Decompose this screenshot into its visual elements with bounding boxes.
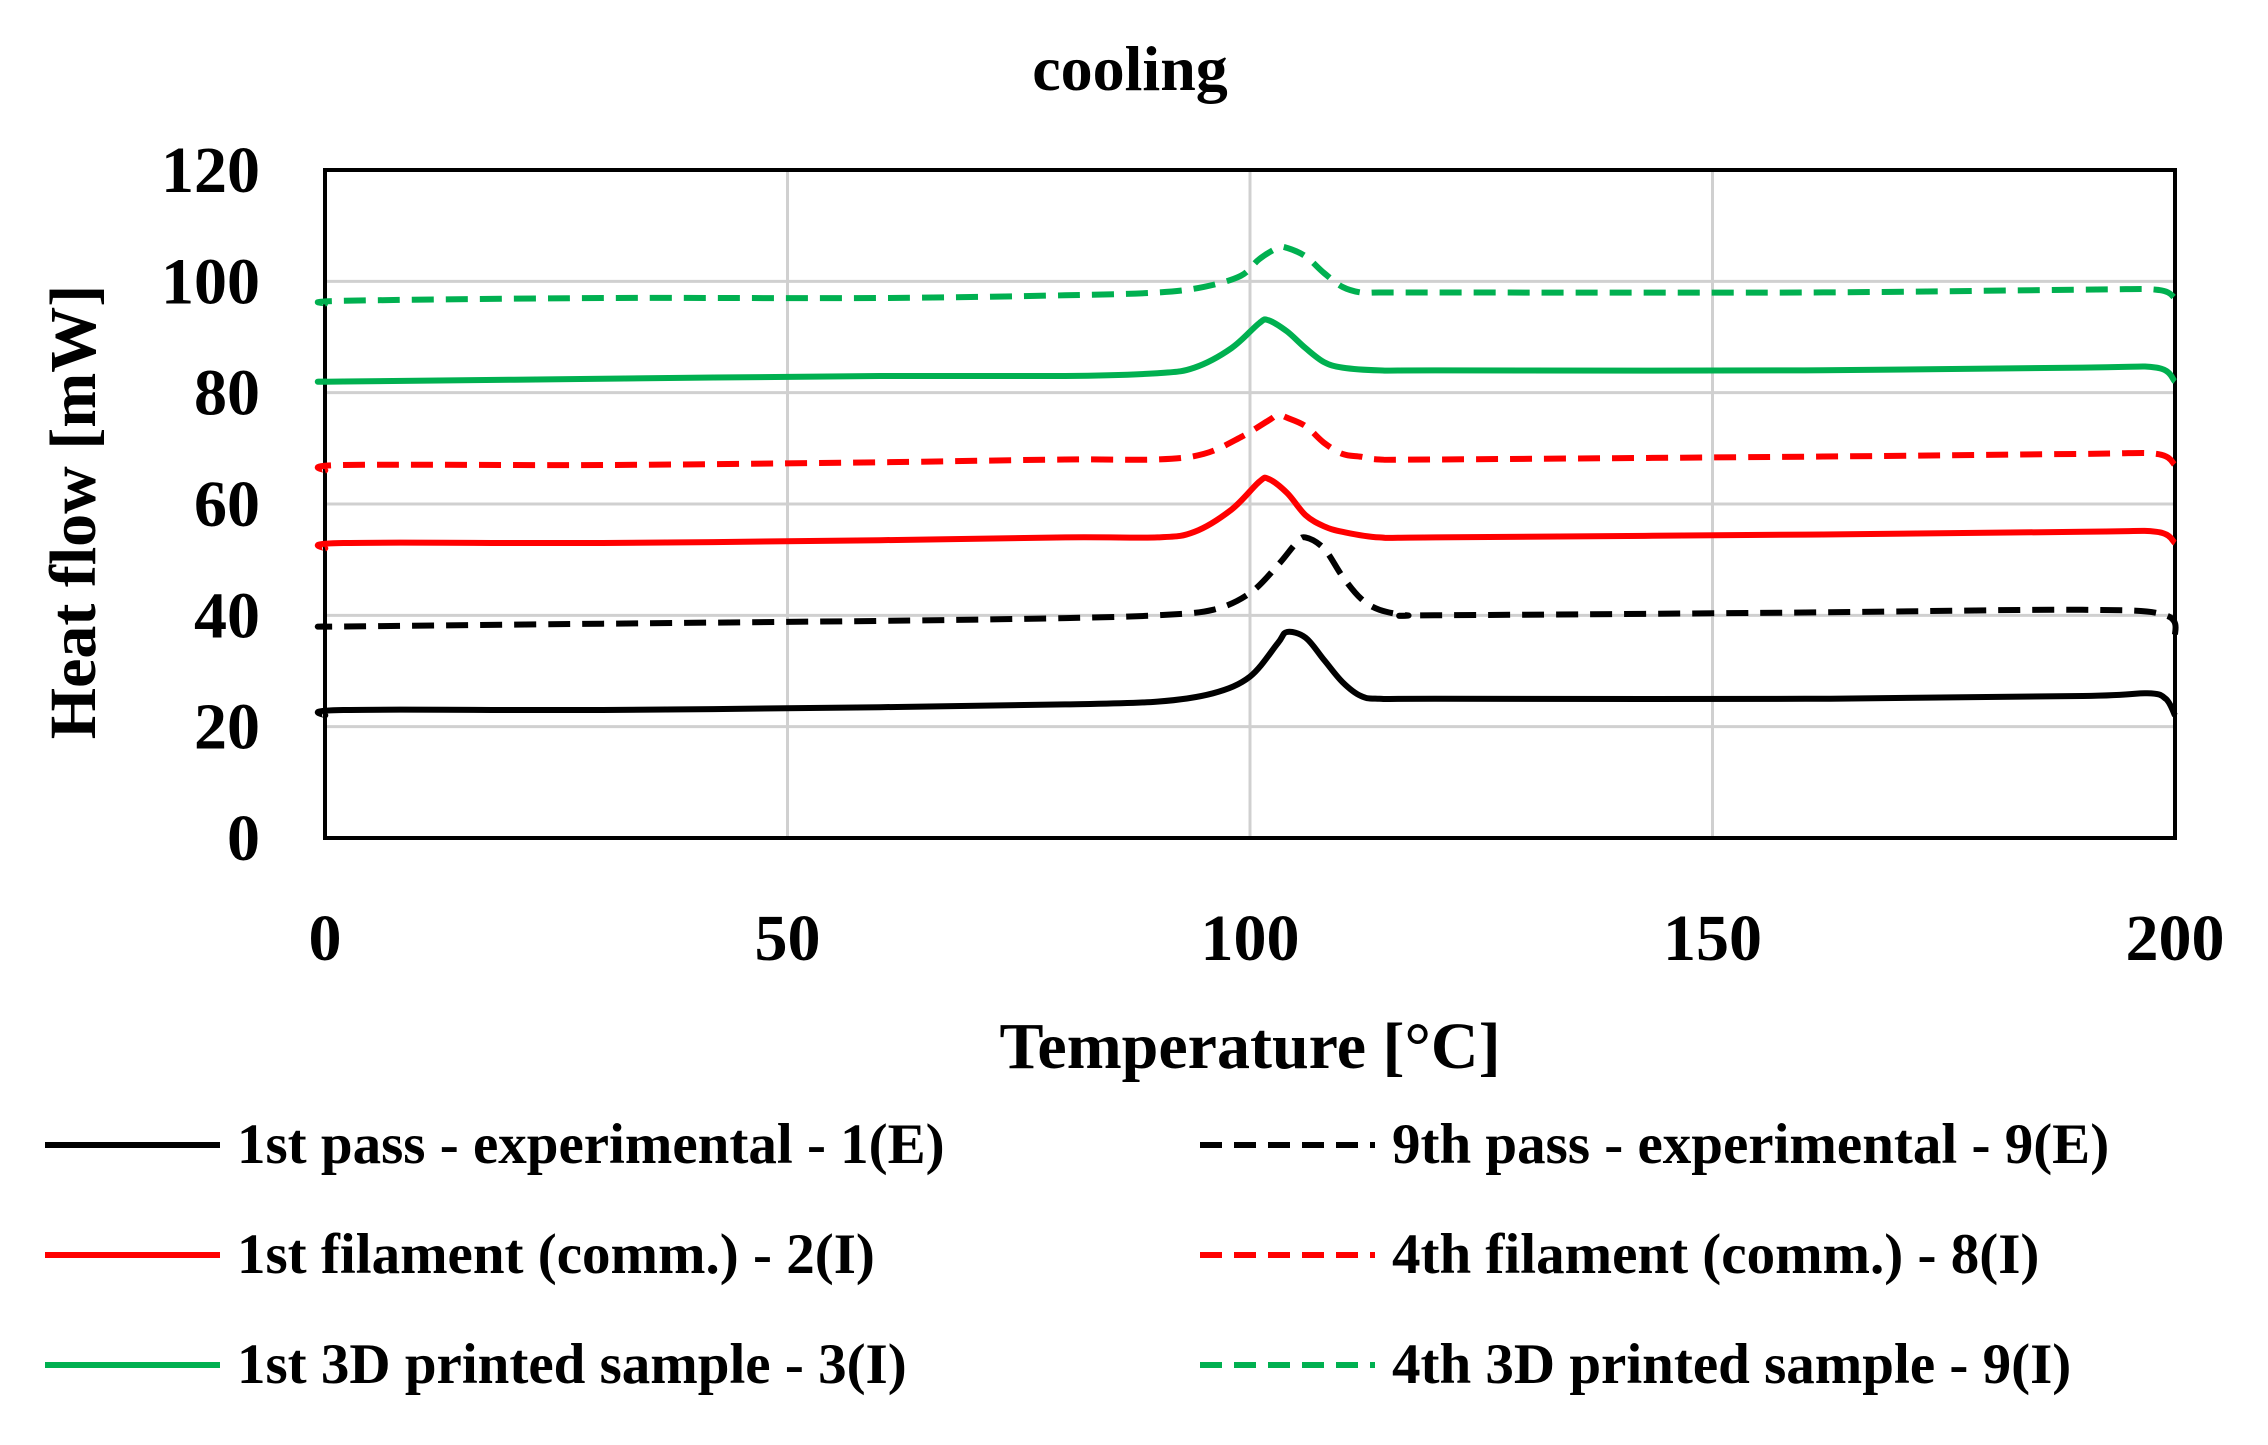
legend-label-4: 4th filament (comm.) - 8(I) [1392,1223,2039,1286]
x-tick-label: 150 [1663,902,1762,975]
legend-label-1: 1st pass - experimental - 1(E) [237,1113,945,1176]
legend: 1st pass - experimental - 1(E) 1st filame… [45,1113,2109,1396]
x-tick-label: 100 [1201,902,1300,975]
y-tick-label: 0 [227,802,260,875]
series-line-1 [314,628,2178,719]
y-tick-label: 40 [194,579,260,652]
y-tick-label: 120 [161,134,260,207]
legend-label-6: 4th 3D printed sample - 9(I) [1392,1333,2071,1396]
x-axis-label: Temperature [°C] [999,1010,1500,1083]
series-line-6 [314,243,2177,307]
series-line-3 [314,474,2178,552]
plot-area-frame [323,168,2177,840]
y-tick-label: 20 [194,691,260,764]
y-tick-label: 100 [161,245,260,318]
series-line-5 [314,316,2178,385]
series-line-2 [314,534,2179,639]
series-lines [314,243,2179,719]
y-tick-labels: 0 20 40 60 80 100 120 [161,134,260,875]
y-tick-label: 80 [194,357,260,430]
y-tick-label: 60 [194,468,260,541]
grid-lines [325,170,2175,838]
x-tick-labels: 0 50 100 150 200 [309,902,2225,975]
legend-label-2: 9th pass - experimental - 9(E) [1392,1113,2109,1176]
chart-title: cooling [1032,33,1228,104]
x-tick-label: 200 [2126,902,2225,975]
y-axis-label: Heat flow [mW] [37,285,110,740]
x-tick-label: 0 [309,902,342,975]
series-line-4 [314,411,2177,474]
legend-label-3: 1st filament (comm.) - 2(I) [237,1223,875,1286]
x-tick-label: 50 [755,902,821,975]
legend-label-5: 1st 3D printed sample - 3(I) [237,1333,907,1396]
